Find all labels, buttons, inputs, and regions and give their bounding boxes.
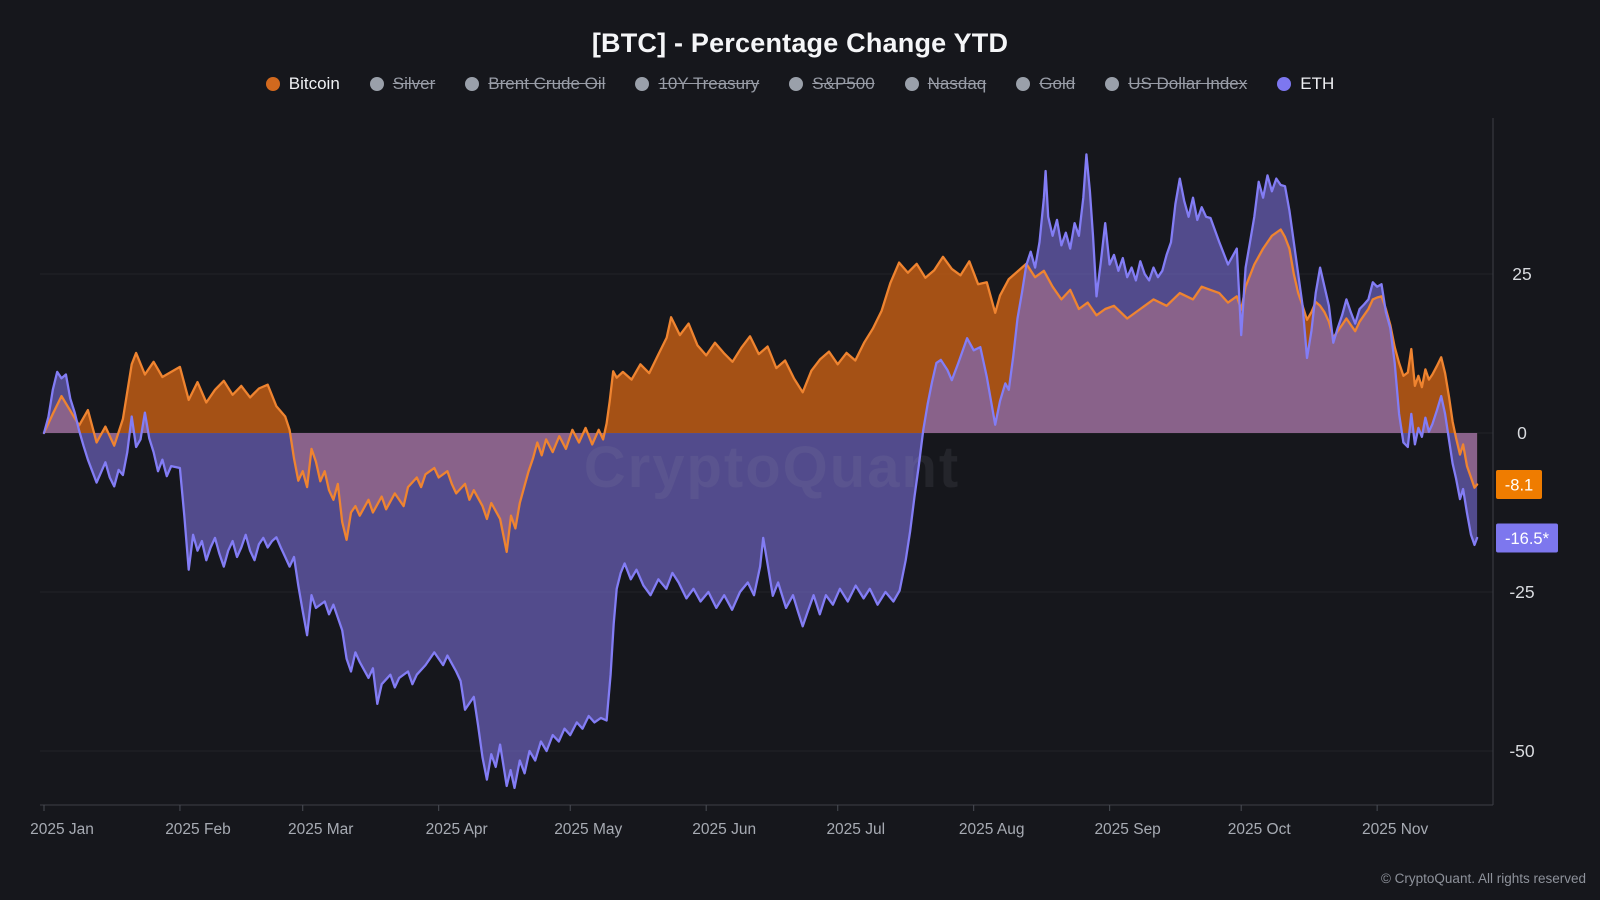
legend-label-us-dollar-index: US Dollar Index xyxy=(1128,74,1248,93)
legend-item-bitcoin[interactable]: Bitcoin xyxy=(265,74,340,94)
x-tick-label-6: 2025 Jul xyxy=(826,821,885,838)
x-tick-label-0: 2025 Jan xyxy=(30,821,94,838)
legend-item-10y-treasury[interactable]: 10Y Treasury xyxy=(635,74,759,94)
legend-item-brent-crude-oil[interactable]: Brent Crude Oil xyxy=(465,74,605,94)
legend-dot-nasdaq xyxy=(904,77,919,91)
legend-item-nasdaq[interactable]: Nasdaq xyxy=(904,74,987,94)
end-value-badge-1 xyxy=(1496,523,1558,553)
legend: Bitcoin Silver Brent Crude Oil 10Y Treasury… xyxy=(0,74,1600,94)
page-title: [BTC] - Percentage Change YTD xyxy=(591,28,1009,58)
legend-dot-eth xyxy=(1277,77,1292,91)
x-tick-label-4: 2025 May xyxy=(554,821,622,838)
legend-label-10y-treasury: 10Y Treasury xyxy=(658,74,760,93)
watermark-text: CryptoQuant xyxy=(584,435,960,500)
legend-dot-brent-crude-oil xyxy=(465,77,480,91)
legend-dot-s-p500 xyxy=(789,77,804,91)
eth-area xyxy=(44,154,1478,788)
legend-label-gold: Gold xyxy=(1039,74,1076,93)
legend-item-s-p500[interactable]: S&P500 xyxy=(789,74,875,94)
y-tick-label-0: 0 xyxy=(1517,423,1527,443)
end-value-badge-0 xyxy=(1496,470,1542,500)
y-tick-label--50: -50 xyxy=(1509,741,1535,761)
legend-dot-silver xyxy=(369,77,384,91)
legend-dot-us-dollar-index xyxy=(1105,77,1120,91)
legend-label-s-p500: S&P500 xyxy=(812,74,875,93)
legend-label-silver: Silver xyxy=(392,74,436,93)
x-tick-label-3: 2025 Apr xyxy=(426,821,488,838)
end-value-text-1: -16.5* xyxy=(1505,530,1550,548)
x-tick-label-2: 2025 Mar xyxy=(288,821,353,838)
x-tick-label-10: 2025 Nov xyxy=(1362,821,1429,838)
eth-line xyxy=(42,153,1479,790)
legend-label-bitcoin: Bitcoin xyxy=(288,74,340,93)
x-tick-label-8: 2025 Sep xyxy=(1094,821,1160,838)
x-tick-label-1: 2025 Feb xyxy=(165,821,231,838)
legend-item-gold[interactable]: Gold xyxy=(1016,74,1075,94)
x-tick-label-9: 2025 Oct xyxy=(1228,821,1292,838)
legend-item-silver[interactable]: Silver xyxy=(369,74,436,94)
end-value-text-0: -8.1 xyxy=(1505,477,1533,495)
x-tick-label-5: 2025 Jun xyxy=(692,821,756,838)
legend-item-us-dollar-index[interactable]: US Dollar Index xyxy=(1105,74,1247,94)
legend-dot-gold xyxy=(1016,77,1031,91)
x-tick-label-7: 2025 Aug xyxy=(959,821,1025,838)
y-tick-label-25: 25 xyxy=(1512,264,1531,284)
legend-label-eth: ETH xyxy=(1300,74,1335,93)
y-tick-label--25: -25 xyxy=(1509,582,1534,602)
copyright-text: © CryptoQuant. All rights reserved xyxy=(1380,871,1586,886)
legend-label-nasdaq: Nasdaq xyxy=(927,74,987,93)
legend-dot-10y-treasury xyxy=(635,77,650,91)
legend-label-brent-crude-oil: Brent Crude Oil xyxy=(488,74,606,93)
legend-item-eth[interactable]: ETH xyxy=(1277,74,1334,94)
legend-dot-bitcoin xyxy=(265,77,280,91)
